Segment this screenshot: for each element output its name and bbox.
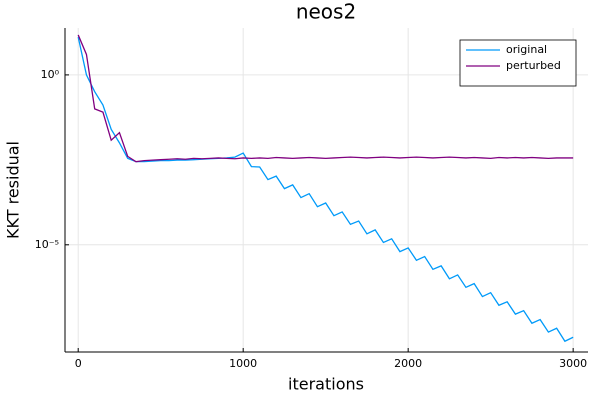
legend-label: original — [506, 43, 547, 56]
series-line — [77, 34, 574, 163]
x-tick-label: 0 — [75, 357, 82, 370]
y-tick-label: 10⁰ — [41, 68, 60, 81]
x-axis-label: iterations — [288, 375, 364, 394]
x-tick-label: 3000 — [559, 357, 587, 370]
x-tick-label: 2000 — [394, 357, 422, 370]
series-line — [77, 36, 574, 343]
x-tick-label: 1000 — [229, 357, 257, 370]
y-axis-label: KKT residual — [4, 141, 23, 239]
y-tick-label: 10⁻⁵ — [35, 238, 59, 251]
legend-label: perturbed — [506, 59, 561, 72]
chart-title: neos2 — [296, 0, 356, 24]
legend-box — [459, 39, 577, 87]
